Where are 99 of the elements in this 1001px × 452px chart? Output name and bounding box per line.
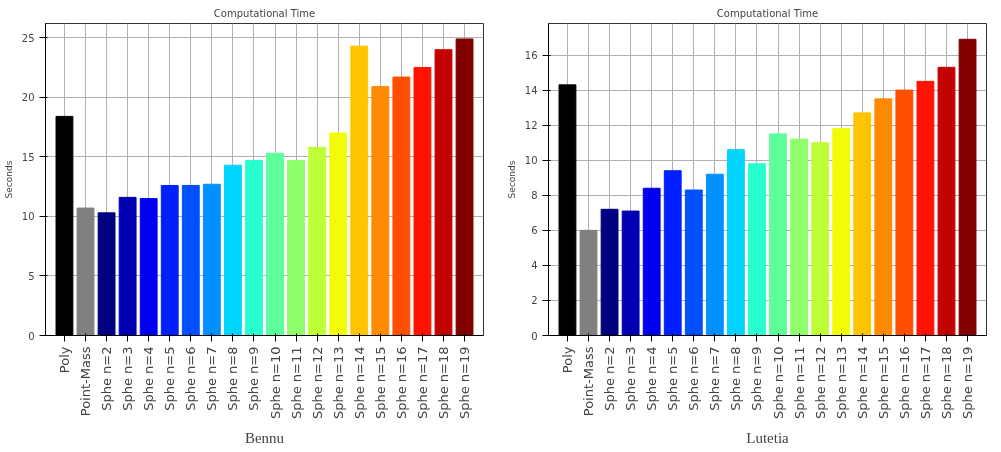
y-tick-label: 10 — [21, 211, 35, 223]
bar — [434, 49, 453, 336]
x-tick-label: Sphe n=12 — [812, 346, 828, 420]
bar — [181, 184, 200, 336]
bar — [308, 146, 327, 336]
y-tick-label: 14 — [524, 85, 538, 97]
bar — [684, 189, 703, 336]
x-tick-label: Sphe n=3 — [120, 346, 136, 411]
x-tick-label: Sphe n=11 — [791, 346, 807, 420]
text: Lutetia — [746, 429, 790, 446]
bar — [392, 76, 411, 336]
bar — [245, 159, 263, 336]
y-tick-label: 0 — [28, 330, 35, 342]
y-tick-label: 8 — [531, 190, 538, 202]
bar — [874, 98, 893, 336]
x-tick-label: Sphe n=13 — [833, 346, 849, 420]
x-tick-label: Sphe n=18 — [435, 346, 451, 420]
y-axis-title: Seconds — [506, 160, 517, 199]
y-tick-label: 0 — [531, 330, 538, 342]
bar — [621, 210, 640, 336]
x-tick-label: Point-Mass — [581, 346, 597, 417]
bar — [811, 142, 830, 336]
bar — [642, 187, 661, 336]
x-tick-label: Sphe n=4 — [141, 346, 157, 411]
bar — [895, 89, 914, 336]
x-tick-label: Sphe n=8 — [225, 346, 241, 411]
bar — [223, 164, 242, 336]
bar — [202, 183, 221, 336]
y-tick-label: 6 — [531, 225, 538, 237]
x-tick-label: Poly — [559, 346, 575, 374]
x-tick-label: Point-Mass — [78, 346, 94, 417]
x-tick-label: Sphe n=7 — [204, 346, 220, 411]
bar — [329, 132, 348, 336]
bar — [790, 138, 809, 336]
x-tick-label: Sphe n=8 — [728, 346, 744, 411]
bar — [139, 198, 158, 336]
bar — [455, 38, 474, 336]
x-tick-label: Sphe n=16 — [896, 346, 912, 420]
y-tick-label: 20 — [21, 92, 35, 104]
bar — [726, 149, 745, 336]
y-tick-label: 16 — [524, 50, 538, 62]
bar — [853, 112, 872, 336]
x-tick-label: Sphe n=6 — [183, 346, 199, 411]
bar — [958, 38, 977, 336]
x-tick-label: Sphe n=5 — [162, 346, 178, 411]
x-tick-label: Sphe n=11 — [288, 346, 304, 420]
bar — [600, 208, 619, 336]
bar — [266, 152, 284, 336]
x-tick-label: Sphe n=14 — [351, 346, 367, 420]
x-tick-label: Sphe n=18 — [938, 346, 954, 420]
bar — [350, 45, 369, 336]
bar — [663, 170, 682, 336]
y-tick-label: 4 — [531, 260, 538, 272]
bar — [705, 173, 724, 336]
x-tick-label: Sphe n=16 — [393, 346, 409, 420]
y-tick-label: 15 — [21, 151, 35, 163]
chart-title: Computational Time — [213, 7, 316, 19]
x-tick-label: Poly — [56, 346, 72, 374]
bar — [916, 80, 935, 336]
bar — [287, 159, 306, 336]
bar — [832, 128, 851, 336]
x-tick-label: Sphe n=10 — [770, 346, 786, 420]
x-tick-label: Sphe n=12 — [309, 346, 325, 420]
bar — [160, 184, 179, 336]
x-tick-label: Sphe n=3 — [623, 346, 639, 411]
bar — [118, 196, 137, 336]
bar — [371, 86, 390, 336]
bar — [413, 67, 432, 336]
x-tick-label: Sphe n=14 — [854, 346, 870, 420]
bar — [748, 163, 766, 336]
x-tick-label: Sphe n=13 — [330, 346, 346, 420]
x-tick-label: Sphe n=9 — [246, 346, 262, 411]
x-tick-label: Sphe n=9 — [749, 346, 765, 411]
x-tick-label: Sphe n=10 — [267, 346, 283, 420]
y-tick-label: 2 — [531, 295, 538, 307]
x-tick-label: Sphe n=2 — [99, 346, 115, 411]
bar — [579, 229, 598, 336]
x-tick-label: Sphe n=17 — [917, 346, 933, 420]
x-tick-label: Sphe n=19 — [960, 346, 976, 420]
x-tick-label: Sphe n=7 — [707, 346, 723, 411]
y-tick-label: 5 — [28, 270, 35, 282]
x-tick-label: Sphe n=2 — [602, 346, 618, 411]
text: Bennu — [244, 429, 285, 446]
bar — [769, 133, 787, 336]
x-tick-label: Sphe n=4 — [644, 346, 660, 411]
x-tick-label: Sphe n=15 — [372, 346, 388, 420]
bar — [76, 207, 95, 336]
x-tick-label: Sphe n=5 — [665, 346, 681, 411]
bar — [97, 212, 116, 336]
y-axis-title: Seconds — [3, 160, 14, 199]
y-tick-label: 10 — [524, 155, 538, 167]
y-tick-label: 12 — [524, 120, 538, 132]
y-tick-label: 25 — [21, 32, 35, 44]
chart-title: Computational Time — [716, 7, 819, 19]
bar — [937, 66, 956, 336]
x-tick-label: Sphe n=6 — [686, 346, 702, 411]
x-tick-label: Sphe n=19 — [457, 346, 473, 420]
x-tick-label: Sphe n=15 — [875, 346, 891, 420]
x-tick-label: Sphe n=17 — [414, 346, 430, 420]
